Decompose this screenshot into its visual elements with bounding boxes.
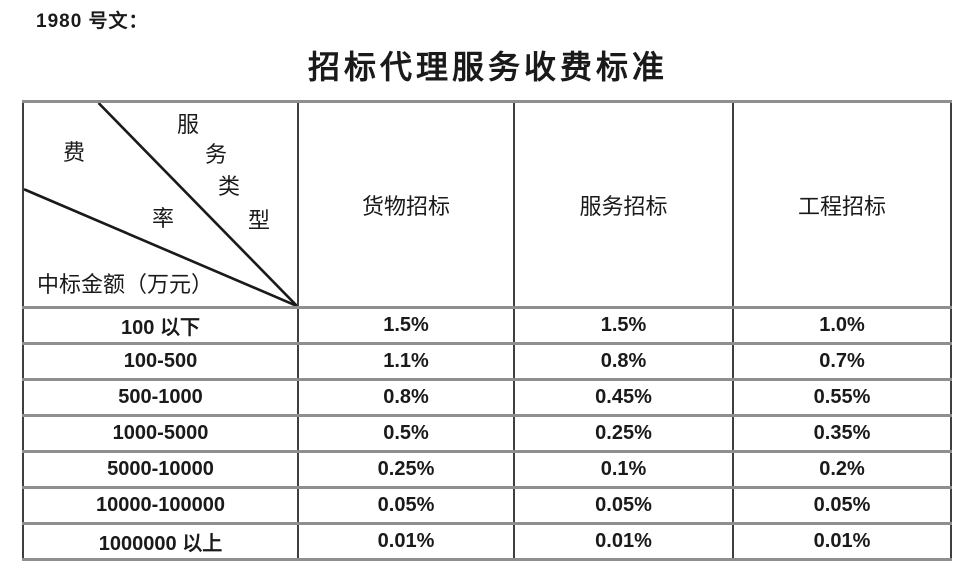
fee-cell: 0.01%: [732, 522, 952, 561]
row-label: 1000-5000: [22, 414, 299, 453]
fee-cell: 0.2%: [732, 450, 952, 489]
table-row: 5000-10000 0.25% 0.1% 0.2%: [22, 450, 952, 489]
fee-cell: 0.8%: [297, 378, 515, 417]
fee-cell: 0.45%: [513, 378, 734, 417]
fee-cell: 0.35%: [732, 414, 952, 453]
table-header-row: 费 率 服 务 类 型 中标金额（万元） 货物招标 服务招标 工程招标: [22, 100, 952, 309]
corner-label-service-char2: 务: [205, 142, 228, 167]
fee-cell: 0.25%: [513, 414, 734, 453]
corner-label-service-char3: 类: [218, 174, 241, 199]
diagonal-divider-lines: [25, 104, 296, 305]
column-header-service-bidding: 服务招标: [513, 100, 734, 309]
fee-cell: 0.05%: [513, 486, 734, 525]
document-number: 1980 号文：: [36, 11, 149, 32]
fee-cell: 1.1%: [297, 342, 515, 381]
table-row: 500-1000 0.8% 0.45% 0.55%: [22, 378, 952, 417]
fee-cell: 0.05%: [297, 486, 515, 525]
fee-cell: 1.5%: [297, 306, 515, 345]
fee-cell: 0.5%: [297, 414, 515, 453]
fee-cell: 1.5%: [513, 306, 734, 345]
column-header-works-bidding: 工程招标: [732, 100, 952, 309]
table-row: 1000-5000 0.5% 0.25% 0.35%: [22, 414, 952, 453]
row-label: 10000-100000: [22, 486, 299, 525]
corner-label-service-char1: 服: [177, 112, 200, 137]
corner-label-bid-amount: 中标金额（万元）: [37, 272, 214, 297]
fee-cell: 1.0%: [732, 306, 952, 345]
row-label: 100 以下: [22, 306, 299, 345]
table-row: 100 以下 1.5% 1.5% 1.0%: [22, 306, 952, 345]
fee-cell: 0.1%: [513, 450, 734, 489]
column-header-goods-bidding: 货物招标: [297, 100, 515, 309]
fee-cell: 0.7%: [732, 342, 952, 381]
fee-cell: 0.01%: [513, 522, 734, 561]
table-row: 10000-100000 0.05% 0.05% 0.05%: [22, 486, 952, 525]
table-row: 1000000 以上 0.01% 0.01% 0.01%: [22, 522, 952, 561]
row-label: 500-1000: [22, 378, 299, 417]
row-label: 100-500: [22, 342, 299, 381]
row-label: 1000000 以上: [22, 522, 299, 561]
corner-label-rate: 率: [152, 206, 175, 231]
fee-cell: 0.55%: [732, 378, 952, 417]
fee-standard-table: 费 率 服 务 类 型 中标金额（万元） 货物招标 服务招标 工程招标 100 …: [22, 100, 952, 561]
fee-cell: 0.05%: [732, 486, 952, 525]
corner-label-fee: 费: [63, 140, 86, 165]
page-title: 招标代理服务收费标准: [307, 49, 668, 85]
fee-cell: 0.01%: [297, 522, 515, 561]
row-label: 5000-10000: [22, 450, 299, 489]
fee-cell: 0.25%: [297, 450, 515, 489]
corner-label-service-char4: 型: [248, 208, 271, 233]
corner-header-cell: 费 率 服 务 类 型 中标金额（万元）: [22, 100, 299, 309]
fee-cell: 0.8%: [513, 342, 734, 381]
table-row: 100-500 1.1% 0.8% 0.7%: [22, 342, 952, 381]
